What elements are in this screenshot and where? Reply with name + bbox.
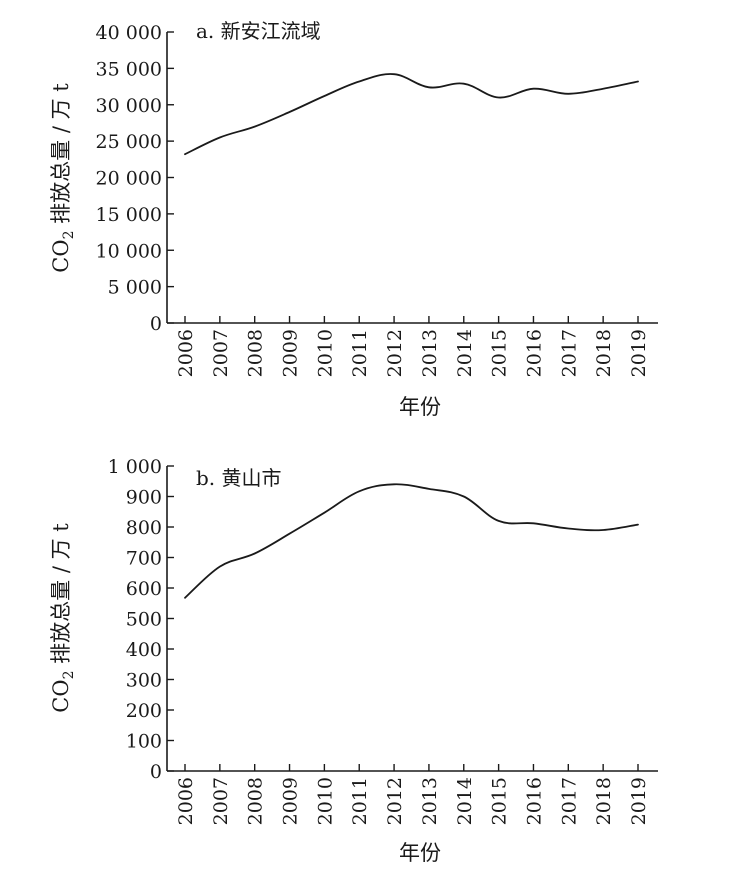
chart-a-x-ticks: 2006 2007 2008 2009 2010 2011 2012 2013 2014 2015…: [175, 316, 650, 377]
chart-a-ytick-label: 40 000: [96, 22, 162, 44]
chart-b-ytick-label: 300: [126, 670, 162, 692]
chart-b-xtick-label: 2006: [175, 777, 197, 825]
chart-a-xtick-label: 2013: [419, 329, 441, 377]
chart-a-xtick-label: 2008: [245, 329, 267, 377]
chart-b-ytick-label: 100: [126, 731, 162, 753]
chart-a-y-axis-title: CO2 排放总量 / 万 t: [49, 83, 77, 273]
chart-b-x-ticks: 2006 2007 2008 2009 2010 2011 2012 2013 2014 2015…: [175, 764, 650, 825]
chart-a-xlabel: 年份: [399, 395, 441, 419]
chart-a-xtick-label: 2016: [523, 329, 545, 377]
chart-a-ytick-label: 30 000: [96, 95, 162, 117]
chart-a-ytick-label: 20 000: [96, 168, 162, 190]
chart-b-ytick-label: 700: [126, 548, 162, 570]
chart-b-xtick-label: 2017: [558, 777, 580, 825]
chart-a-xtick-label: 2018: [593, 329, 615, 377]
chart-a-ytick-label: 10 000: [96, 240, 162, 262]
chart-a-xtick-label: 2015: [489, 329, 511, 377]
chart-b-xtick-label: 2016: [523, 777, 545, 825]
chart-a-xtick-label: 2006: [175, 329, 197, 377]
chart-b-ytick-label: 900: [126, 487, 162, 509]
chart-a-y-ticks: 0 5 000 10 000 15 000 20 000 25 000 30 000 35 0…: [96, 22, 174, 335]
chart-b-xtick-label: 2018: [593, 777, 615, 825]
chart-b-xtick-label: 2007: [210, 777, 232, 825]
chart-a-ytick-label: 25 000: [96, 131, 162, 153]
chart-b-xtick-label: 2014: [454, 777, 476, 825]
chart-a-ytick-label: 35 000: [96, 58, 162, 80]
chart-b-xtick-label: 2009: [280, 777, 302, 825]
chart-a-ytick-label: 0: [150, 313, 162, 335]
chart-a-xtick-label: 2017: [558, 329, 580, 377]
chart-a-ytick-label: 5 000: [108, 277, 162, 299]
chart-a-title: a. 新安江流域: [196, 19, 321, 43]
chart-a-series-line: [184, 73, 639, 156]
chart-b-ytick-label: 800: [126, 517, 162, 539]
chart-a-xtick-label: 2009: [280, 329, 302, 377]
chart-b: b. 黄山市 CO2 排放总量 / 万 t 0 100 200 300 400 500 60…: [49, 456, 658, 865]
chart-b-xtick-label: 2013: [419, 777, 441, 825]
chart-b-xtick-label: 2011: [349, 777, 371, 825]
chart-b-xtick-label: 2012: [384, 777, 406, 825]
chart-a-ylabel: CO2 排放总量 / 万 t: [49, 83, 77, 273]
chart-a: a. 新安江流域 CO2 排放总量 / 万 t 0 5 000 10 000 15 0…: [49, 19, 658, 419]
chart-b-ytick-label: 500: [126, 609, 162, 631]
chart-b-ytick-label: 1 000: [108, 456, 162, 478]
chart-b-ytick-label: 600: [126, 578, 162, 600]
chart-a-xtick-label: 2014: [454, 329, 476, 377]
chart-b-xlabel: 年份: [399, 841, 441, 865]
chart-b-ylabel: CO2 排放总量 / 万 t: [49, 523, 77, 713]
chart-b-ytick-label: 200: [126, 700, 162, 722]
chart-a-xtick-label: 2010: [314, 329, 336, 377]
chart-b-title: b. 黄山市: [196, 466, 282, 490]
chart-a-xtick-label: 2007: [210, 329, 232, 377]
chart-b-xtick-label: 2015: [489, 777, 511, 825]
chart-a-ytick-label: 15 000: [96, 204, 162, 226]
chart-b-ytick-label: 0: [150, 761, 162, 783]
chart-a-xtick-label: 2011: [349, 329, 371, 377]
chart-b-xtick-label: 2008: [245, 777, 267, 825]
chart-b-ytick-label: 400: [126, 639, 162, 661]
chart-b-xtick-label: 2010: [314, 777, 336, 825]
chart-b-y-ticks: 0 100 200 300 400 500 600 700 800 900 1 000: [108, 456, 174, 783]
chart-b-xtick-label: 2019: [628, 777, 650, 825]
chart-a-xtick-label: 2019: [628, 329, 650, 377]
chart-b-y-axis-title: CO2 排放总量 / 万 t: [49, 523, 77, 713]
chart-a-xtick-label: 2012: [384, 329, 406, 377]
chart-b-series-line: [184, 483, 639, 599]
